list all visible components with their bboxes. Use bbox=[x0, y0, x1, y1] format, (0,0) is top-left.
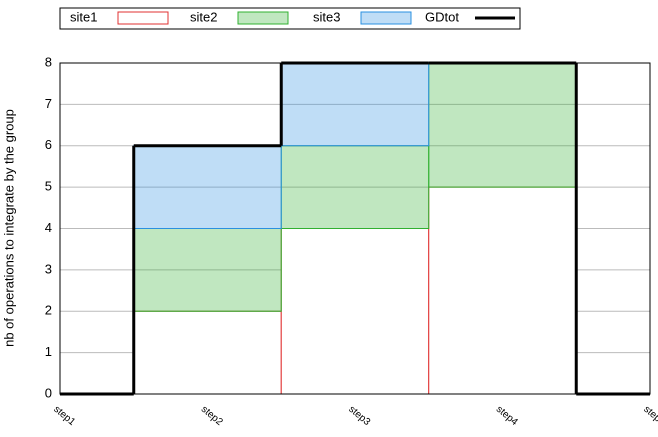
y-tick-label: 2 bbox=[45, 303, 52, 318]
y-tick-label: 5 bbox=[45, 179, 52, 194]
bar-segment bbox=[133, 145, 282, 229]
y-tick-label: 7 bbox=[45, 96, 52, 111]
x-tick-label: step1 bbox=[51, 404, 77, 428]
y-tick-label: 3 bbox=[45, 261, 52, 276]
y-tick-label: 4 bbox=[45, 220, 52, 235]
legend-label: site1 bbox=[70, 9, 97, 24]
legend-swatch bbox=[360, 11, 412, 25]
y-axis-label: nb of operations to integrate by the gro… bbox=[1, 109, 16, 347]
legend-label: site2 bbox=[190, 9, 217, 24]
y-tick-label: 0 bbox=[45, 385, 52, 400]
legend-label: site3 bbox=[313, 9, 340, 24]
y-tick-label: 8 bbox=[45, 54, 52, 69]
x-tick-label: step5 bbox=[641, 404, 658, 428]
x-tick-label: step4 bbox=[494, 404, 520, 428]
y-tick-label: 1 bbox=[45, 344, 52, 359]
bar-segment bbox=[280, 62, 430, 147]
plot-frame bbox=[59, 62, 651, 395]
bar-segment bbox=[133, 228, 282, 312]
y-tick-label: 6 bbox=[45, 137, 52, 152]
x-tick-label: step2 bbox=[199, 404, 225, 428]
legend-label: GDtot bbox=[425, 9, 459, 24]
bar-segment bbox=[428, 186, 577, 395]
legend-swatch bbox=[117, 11, 169, 25]
x-tick-label: step3 bbox=[346, 404, 372, 428]
bar-segment bbox=[428, 62, 577, 188]
bar-segment bbox=[280, 228, 430, 395]
bar-segment bbox=[133, 310, 282, 395]
legend-swatch bbox=[237, 11, 289, 25]
bar-segment bbox=[280, 145, 430, 229]
